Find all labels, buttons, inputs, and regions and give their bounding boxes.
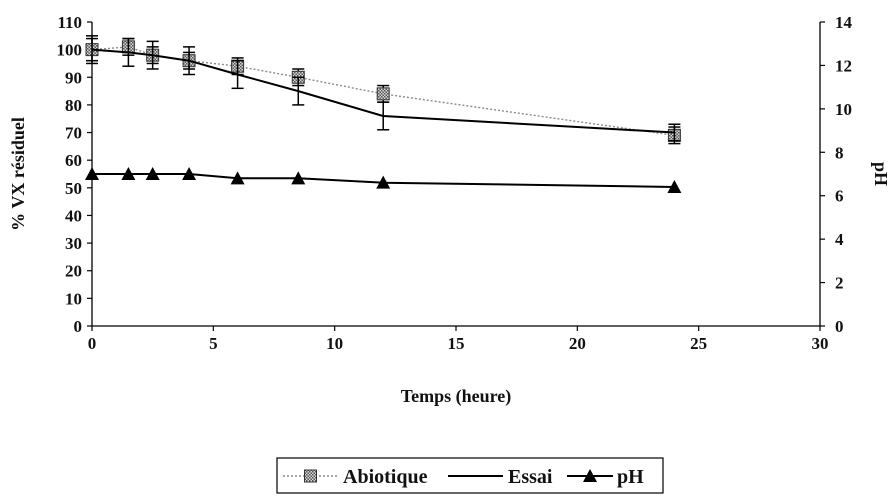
error-bar-essai [231,59,244,90]
axes: 0 5 10 15 20 25 30 0 10 20 30 40 50 60 70 80 90 100 110 0 2 4… [57,13,853,353]
legend-item-ph: pH [567,466,644,488]
y-tick-label: 80 [65,96,82,115]
y-tick-label: 60 [65,151,82,170]
x-tick-label: 30 [812,334,829,353]
y2-tick-label: 0 [835,317,844,336]
legend-swatch-marker [583,469,597,482]
y2-tick-label: 6 [835,187,844,206]
x-tick-label: 20 [569,334,586,353]
x-axis-title: Temps (heure) [401,386,512,407]
data-point-abiotique [376,87,390,101]
y-tick-label: 40 [65,206,82,225]
error-bar-essai [86,35,98,65]
error-bar-essai [292,76,305,106]
data-point-ph [182,167,197,180]
y-tick-label: 110 [57,13,82,32]
y2-axis-title: pH [871,162,891,186]
legend-label: Abiotique [343,466,428,488]
legend-item-essai: Essai [448,466,553,488]
y-tick-label: 30 [65,234,82,253]
y-tick-label: 70 [65,124,82,143]
y2-tick-label: 12 [835,56,852,75]
error-bar-essai [183,46,196,76]
data-point-ph [291,171,306,185]
y2-tick-label: 4 [835,230,844,249]
legend-label: pH [617,466,644,488]
series-line-essai [91,48,675,134]
y2-tick-label: 2 [835,274,844,293]
data-point-ph [145,167,160,180]
data-point-ph [230,171,245,185]
y2-tick-label: 8 [835,143,844,162]
data-point-ph [376,175,391,189]
error-bar-essai [377,101,390,131]
error-bar-essai [668,123,681,142]
error-bar-essai [122,37,135,67]
x-tick-label: 15 [448,334,465,353]
x-tick-label: 10 [326,334,343,353]
x-tick-label: 25 [690,334,707,353]
legend-swatch-marker [304,469,317,483]
y-tick-label: 20 [65,262,82,281]
data-point-ph [667,180,682,194]
legend-label: Essai [508,466,553,488]
plot-area [85,35,682,194]
y2-tick-label: 14 [835,13,853,32]
error-bar-essai [146,40,159,70]
legend-box [276,457,664,494]
y-tick-label: 0 [74,317,83,336]
data-point-ph [85,167,99,180]
y-axis-title: % VX résiduel [8,117,28,231]
x-tick-label: 5 [209,334,218,353]
y2-tick-label: 10 [835,100,852,119]
y-tick-label: 100 [57,41,83,60]
series-line-ph [92,173,675,188]
x-tick-label: 0 [88,334,97,353]
y-tick-label: 10 [65,289,82,308]
legend: Abiotique Essai pH [276,457,664,494]
y-tick-label: 50 [65,179,82,198]
legend-item-abiotique: Abiotique [283,466,428,488]
data-point-ph [121,167,136,180]
y-tick-label: 90 [65,68,82,87]
